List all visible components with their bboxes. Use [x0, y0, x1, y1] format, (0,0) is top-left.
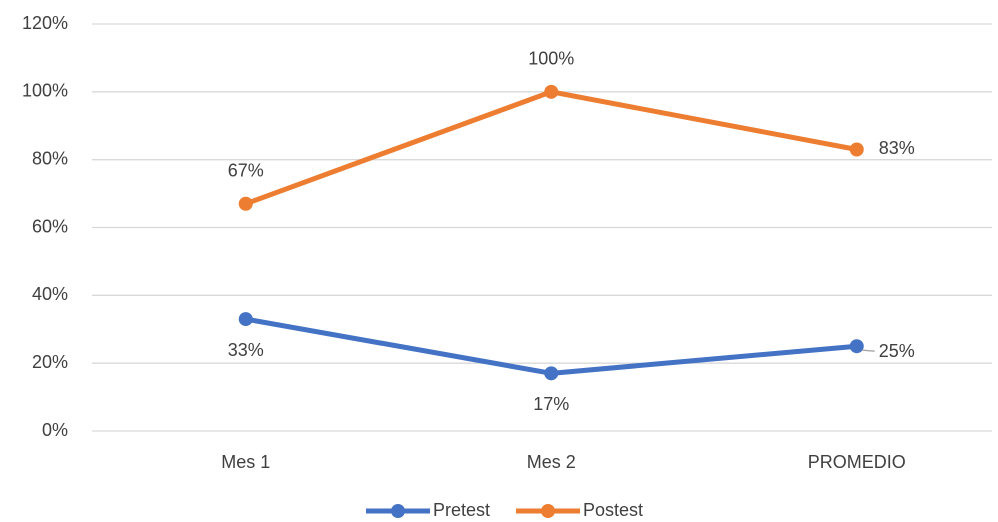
legend-marker	[391, 504, 405, 518]
series-line	[244, 89, 858, 207]
y-tick-label: 100%	[22, 81, 68, 101]
data-label: 83%	[879, 138, 915, 158]
x-tick-label: Mes 2	[527, 452, 576, 472]
x-tick-label: Mes 1	[221, 452, 270, 472]
y-tick-label: 80%	[32, 148, 68, 168]
x-tick-label: PROMEDIO	[808, 452, 906, 472]
y-tick-label: 60%	[32, 216, 68, 236]
y-tick-label: 20%	[32, 352, 68, 372]
data-label: 25%	[879, 341, 915, 361]
series-line	[245, 316, 857, 376]
data-point	[544, 366, 559, 381]
data-label: 67%	[228, 161, 264, 181]
legend-label: Postest	[583, 500, 643, 520]
legend-marker	[541, 504, 556, 518]
data-point	[849, 142, 864, 157]
y-tick-label: 0%	[42, 420, 68, 440]
y-tick-label: 40%	[32, 284, 68, 304]
data-point	[544, 84, 559, 99]
leader-line	[862, 349, 875, 352]
data-point	[849, 339, 864, 354]
data-label: 100%	[528, 49, 574, 69]
legend-label: Pretest	[433, 500, 490, 520]
data-label: 17%	[533, 394, 569, 414]
data-point	[238, 312, 253, 327]
y-tick-label: 120%	[22, 13, 68, 33]
data-point	[238, 196, 253, 211]
data-label: 33%	[228, 340, 264, 360]
